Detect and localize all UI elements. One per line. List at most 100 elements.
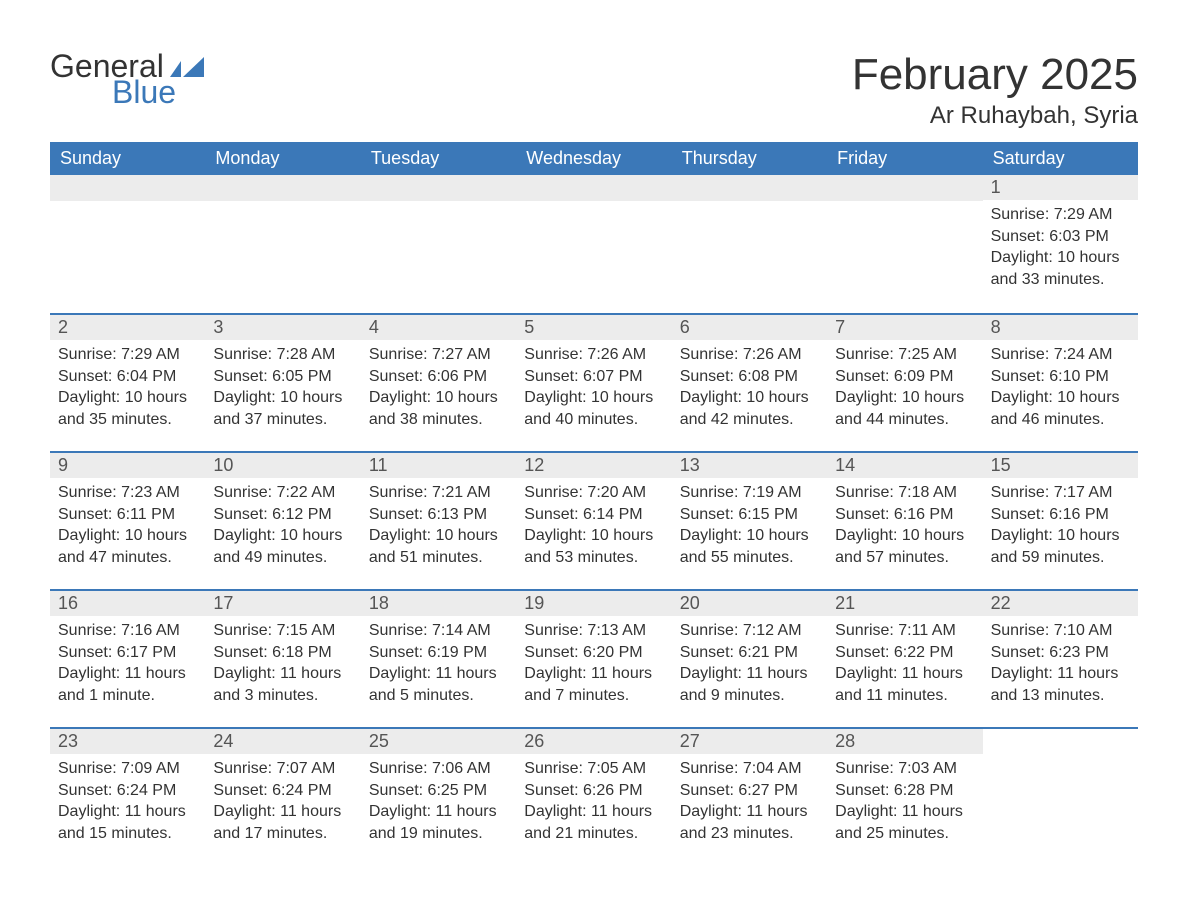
daylight-text: Daylight: 10 hours and 33 minutes. bbox=[991, 247, 1130, 290]
day-number: 23 bbox=[50, 729, 205, 754]
sunset-text: Sunset: 6:15 PM bbox=[680, 504, 819, 526]
sunrise-text: Sunrise: 7:17 AM bbox=[991, 482, 1130, 504]
day-number: 15 bbox=[983, 453, 1138, 478]
day-body: Sunrise: 7:25 AMSunset: 6:09 PMDaylight:… bbox=[827, 340, 982, 440]
sunrise-text: Sunrise: 7:26 AM bbox=[524, 344, 663, 366]
daylight-text: Daylight: 11 hours and 23 minutes. bbox=[680, 801, 819, 844]
sunset-text: Sunset: 6:08 PM bbox=[680, 366, 819, 388]
day-number: 14 bbox=[827, 453, 982, 478]
sunrise-text: Sunrise: 7:25 AM bbox=[835, 344, 974, 366]
sunrise-text: Sunrise: 7:11 AM bbox=[835, 620, 974, 642]
daylight-text: Daylight: 10 hours and 40 minutes. bbox=[524, 387, 663, 430]
day-number: 26 bbox=[516, 729, 671, 754]
day-number: 24 bbox=[205, 729, 360, 754]
daylight-text: Daylight: 10 hours and 42 minutes. bbox=[680, 387, 819, 430]
location: Ar Ruhaybah, Syria bbox=[852, 102, 1138, 130]
daylight-text: Daylight: 11 hours and 1 minute. bbox=[58, 663, 197, 706]
sunset-text: Sunset: 6:09 PM bbox=[835, 366, 974, 388]
sunset-text: Sunset: 6:24 PM bbox=[58, 780, 197, 802]
day-number: 5 bbox=[516, 315, 671, 340]
logo-text-blue: Blue bbox=[112, 76, 204, 108]
sunrise-text: Sunrise: 7:28 AM bbox=[213, 344, 352, 366]
day-number: 25 bbox=[361, 729, 516, 754]
day-number: 2 bbox=[50, 315, 205, 340]
day-body: Sunrise: 7:13 AMSunset: 6:20 PMDaylight:… bbox=[516, 616, 671, 716]
day-cell: 16Sunrise: 7:16 AMSunset: 6:17 PMDayligh… bbox=[50, 591, 205, 727]
logo: General Blue bbox=[50, 50, 204, 108]
day-cell: 2Sunrise: 7:29 AMSunset: 6:04 PMDaylight… bbox=[50, 315, 205, 451]
day-number: 6 bbox=[672, 315, 827, 340]
day-cell: 18Sunrise: 7:14 AMSunset: 6:19 PMDayligh… bbox=[361, 591, 516, 727]
sunrise-text: Sunrise: 7:24 AM bbox=[991, 344, 1130, 366]
weekday-header: Monday bbox=[205, 142, 360, 175]
day-cell: 15Sunrise: 7:17 AMSunset: 6:16 PMDayligh… bbox=[983, 453, 1138, 589]
daylight-text: Daylight: 11 hours and 19 minutes. bbox=[369, 801, 508, 844]
header: General Blue February 2025 Ar Ruhaybah, … bbox=[50, 50, 1138, 130]
day-cell: 8Sunrise: 7:24 AMSunset: 6:10 PMDaylight… bbox=[983, 315, 1138, 451]
day-number: 28 bbox=[827, 729, 982, 754]
day-number: 20 bbox=[672, 591, 827, 616]
daylight-text: Daylight: 10 hours and 57 minutes. bbox=[835, 525, 974, 568]
weekday-header: Sunday bbox=[50, 142, 205, 175]
day-cell: 17Sunrise: 7:15 AMSunset: 6:18 PMDayligh… bbox=[205, 591, 360, 727]
sunrise-text: Sunrise: 7:03 AM bbox=[835, 758, 974, 780]
day-number: 16 bbox=[50, 591, 205, 616]
daylight-text: Daylight: 10 hours and 38 minutes. bbox=[369, 387, 508, 430]
daylight-text: Daylight: 10 hours and 55 minutes. bbox=[680, 525, 819, 568]
daylight-text: Daylight: 11 hours and 7 minutes. bbox=[524, 663, 663, 706]
sunset-text: Sunset: 6:18 PM bbox=[213, 642, 352, 664]
weekday-header: Wednesday bbox=[516, 142, 671, 175]
title-block: February 2025 Ar Ruhaybah, Syria bbox=[852, 50, 1138, 130]
day-number: 10 bbox=[205, 453, 360, 478]
sunset-text: Sunset: 6:19 PM bbox=[369, 642, 508, 664]
sunrise-text: Sunrise: 7:29 AM bbox=[991, 204, 1130, 226]
day-cell: 5Sunrise: 7:26 AMSunset: 6:07 PMDaylight… bbox=[516, 315, 671, 451]
day-body: Sunrise: 7:18 AMSunset: 6:16 PMDaylight:… bbox=[827, 478, 982, 578]
daylight-text: Daylight: 10 hours and 53 minutes. bbox=[524, 525, 663, 568]
sunrise-text: Sunrise: 7:04 AM bbox=[680, 758, 819, 780]
sunrise-text: Sunrise: 7:18 AM bbox=[835, 482, 974, 504]
sunset-text: Sunset: 6:20 PM bbox=[524, 642, 663, 664]
day-number: 9 bbox=[50, 453, 205, 478]
empty-day-header bbox=[205, 175, 360, 201]
sunrise-text: Sunrise: 7:22 AM bbox=[213, 482, 352, 504]
weekday-header: Thursday bbox=[672, 142, 827, 175]
sunrise-text: Sunrise: 7:12 AM bbox=[680, 620, 819, 642]
day-body: Sunrise: 7:23 AMSunset: 6:11 PMDaylight:… bbox=[50, 478, 205, 578]
day-cell bbox=[50, 175, 205, 313]
daylight-text: Daylight: 10 hours and 37 minutes. bbox=[213, 387, 352, 430]
day-cell bbox=[361, 175, 516, 313]
day-body: Sunrise: 7:14 AMSunset: 6:19 PMDaylight:… bbox=[361, 616, 516, 716]
weekday-header: Friday bbox=[827, 142, 982, 175]
day-body: Sunrise: 7:21 AMSunset: 6:13 PMDaylight:… bbox=[361, 478, 516, 578]
empty-day-header bbox=[361, 175, 516, 201]
sunset-text: Sunset: 6:22 PM bbox=[835, 642, 974, 664]
day-cell: 1Sunrise: 7:29 AMSunset: 6:03 PMDaylight… bbox=[983, 175, 1138, 313]
day-body: Sunrise: 7:16 AMSunset: 6:17 PMDaylight:… bbox=[50, 616, 205, 716]
weekday-header: Saturday bbox=[983, 142, 1138, 175]
day-cell: 10Sunrise: 7:22 AMSunset: 6:12 PMDayligh… bbox=[205, 453, 360, 589]
sunrise-text: Sunrise: 7:16 AM bbox=[58, 620, 197, 642]
day-cell: 22Sunrise: 7:10 AMSunset: 6:23 PMDayligh… bbox=[983, 591, 1138, 727]
sunrise-text: Sunrise: 7:27 AM bbox=[369, 344, 508, 366]
sunset-text: Sunset: 6:26 PM bbox=[524, 780, 663, 802]
daylight-text: Daylight: 11 hours and 25 minutes. bbox=[835, 801, 974, 844]
sunrise-text: Sunrise: 7:13 AM bbox=[524, 620, 663, 642]
day-body: Sunrise: 7:29 AMSunset: 6:04 PMDaylight:… bbox=[50, 340, 205, 440]
calendar-week: 2Sunrise: 7:29 AMSunset: 6:04 PMDaylight… bbox=[50, 313, 1138, 451]
sunset-text: Sunset: 6:14 PM bbox=[524, 504, 663, 526]
day-cell: 21Sunrise: 7:11 AMSunset: 6:22 PMDayligh… bbox=[827, 591, 982, 727]
day-cell: 11Sunrise: 7:21 AMSunset: 6:13 PMDayligh… bbox=[361, 453, 516, 589]
sunset-text: Sunset: 6:04 PM bbox=[58, 366, 197, 388]
daylight-text: Daylight: 11 hours and 17 minutes. bbox=[213, 801, 352, 844]
sunrise-text: Sunrise: 7:07 AM bbox=[213, 758, 352, 780]
sunset-text: Sunset: 6:21 PM bbox=[680, 642, 819, 664]
day-cell: 19Sunrise: 7:13 AMSunset: 6:20 PMDayligh… bbox=[516, 591, 671, 727]
day-cell: 4Sunrise: 7:27 AMSunset: 6:06 PMDaylight… bbox=[361, 315, 516, 451]
day-number: 17 bbox=[205, 591, 360, 616]
sunset-text: Sunset: 6:11 PM bbox=[58, 504, 197, 526]
day-cell: 13Sunrise: 7:19 AMSunset: 6:15 PMDayligh… bbox=[672, 453, 827, 589]
sunset-text: Sunset: 6:27 PM bbox=[680, 780, 819, 802]
sunrise-text: Sunrise: 7:29 AM bbox=[58, 344, 197, 366]
day-number: 13 bbox=[672, 453, 827, 478]
